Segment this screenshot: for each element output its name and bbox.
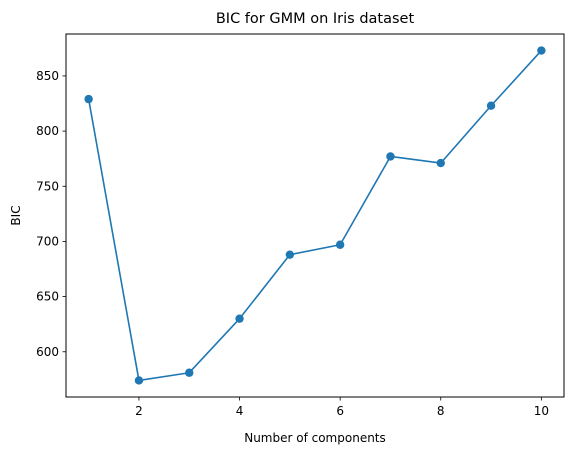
plot-area-frame xyxy=(65,33,565,398)
y-tick-label: 800 xyxy=(36,124,59,138)
y-tick-label: 850 xyxy=(36,69,59,83)
series-layer xyxy=(84,46,546,385)
x-tick-label: 4 xyxy=(236,404,244,418)
x-axis-label: Number of components xyxy=(244,431,386,445)
series-line xyxy=(87,50,542,382)
data-point xyxy=(285,250,295,259)
x-tick-label: 8 xyxy=(437,404,445,418)
data-point xyxy=(235,314,244,323)
y-axis-ticks: 600 650 700 750 800 850 xyxy=(36,69,66,359)
x-axis-ticks: 2 4 6 8 10 xyxy=(135,397,549,418)
data-point xyxy=(134,376,144,385)
data-point xyxy=(84,94,93,104)
y-tick-label: 600 xyxy=(36,345,59,359)
y-tick-label: 750 xyxy=(36,179,59,193)
chart-title: BIC for GMM on Iris dataset xyxy=(216,11,415,27)
data-point xyxy=(185,368,194,377)
x-tick-label: 6 xyxy=(336,404,344,418)
data-point xyxy=(537,46,546,55)
y-axis-label: BIC xyxy=(9,205,23,225)
data-point xyxy=(486,101,496,110)
data-point xyxy=(436,158,445,168)
data-point xyxy=(335,240,345,249)
y-tick-label: 650 xyxy=(36,290,59,304)
y-tick-label: 700 xyxy=(36,234,59,248)
x-tick-label: 2 xyxy=(135,404,143,418)
data-point xyxy=(386,152,395,161)
x-tick-label: 10 xyxy=(534,404,549,418)
